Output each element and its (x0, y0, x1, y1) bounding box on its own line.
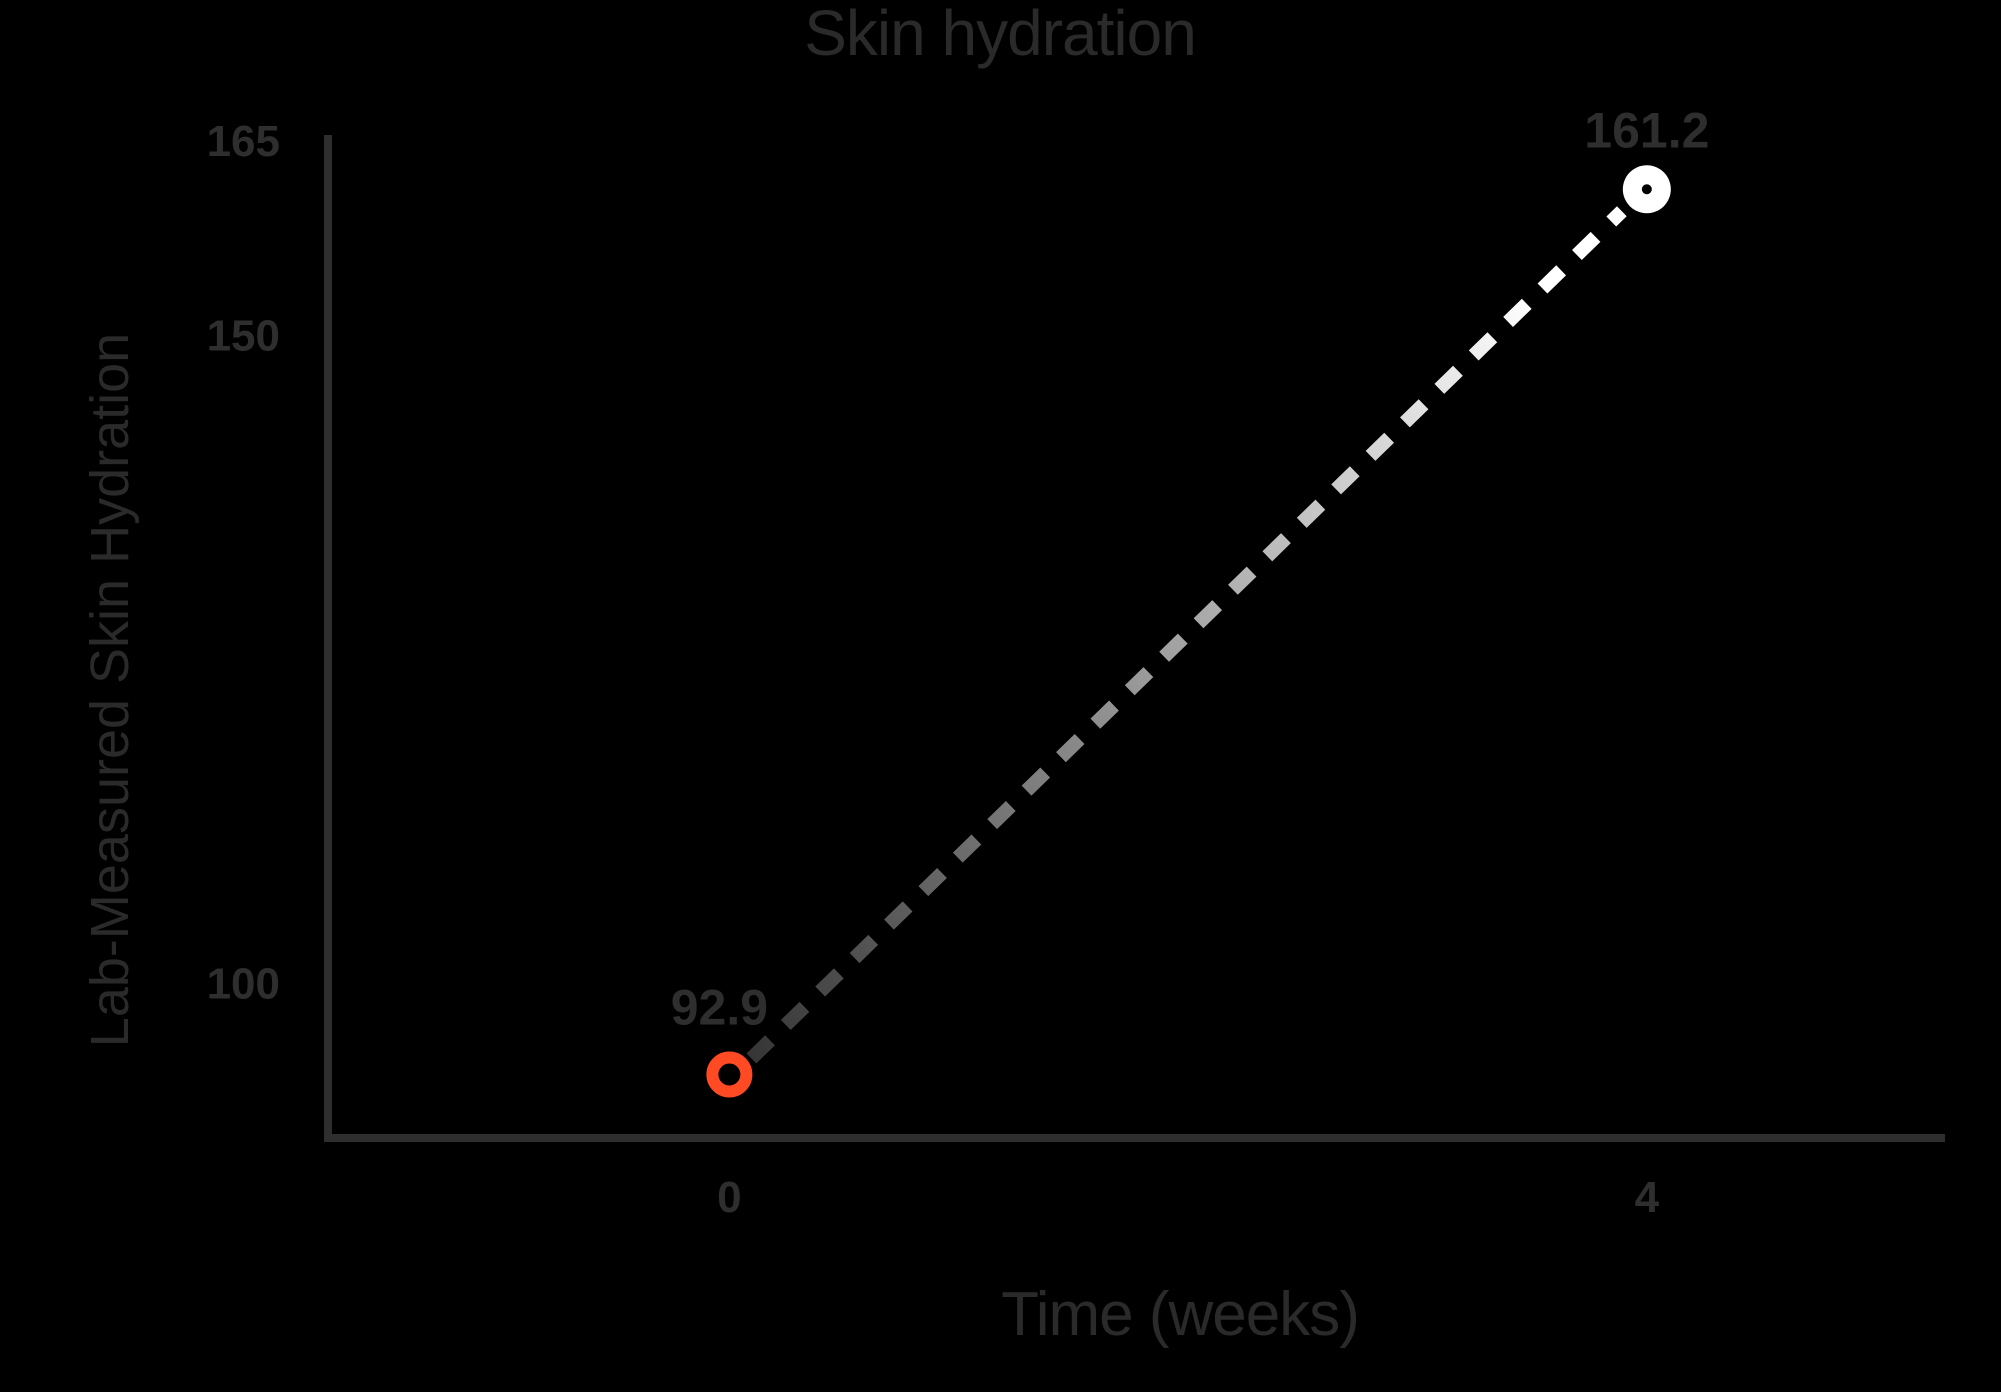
y-axis-label: Lab-Measured Skin Hydration (80, 333, 140, 1047)
data-point-end-center (1641, 184, 1652, 195)
y-tick-labels: 100 150 165 (207, 117, 280, 1008)
series-line (746, 206, 1627, 1064)
series-layer: 92.9 161.2 (671, 102, 1709, 1098)
y-tick-label: 150 (207, 311, 280, 360)
y-tick-label: 165 (207, 117, 280, 166)
y-tick-label: 100 (207, 959, 280, 1008)
x-axis-label: Time (weeks) (1001, 1280, 1359, 1349)
data-label: 161.2 (1584, 102, 1709, 158)
data-point-start (706, 1051, 753, 1098)
x-tick-label: 0 (717, 1173, 741, 1222)
x-tick-label: 4 (1635, 1173, 1660, 1222)
data-label: 92.9 (671, 979, 768, 1035)
chart-title: Skin hydration (804, 0, 1196, 69)
